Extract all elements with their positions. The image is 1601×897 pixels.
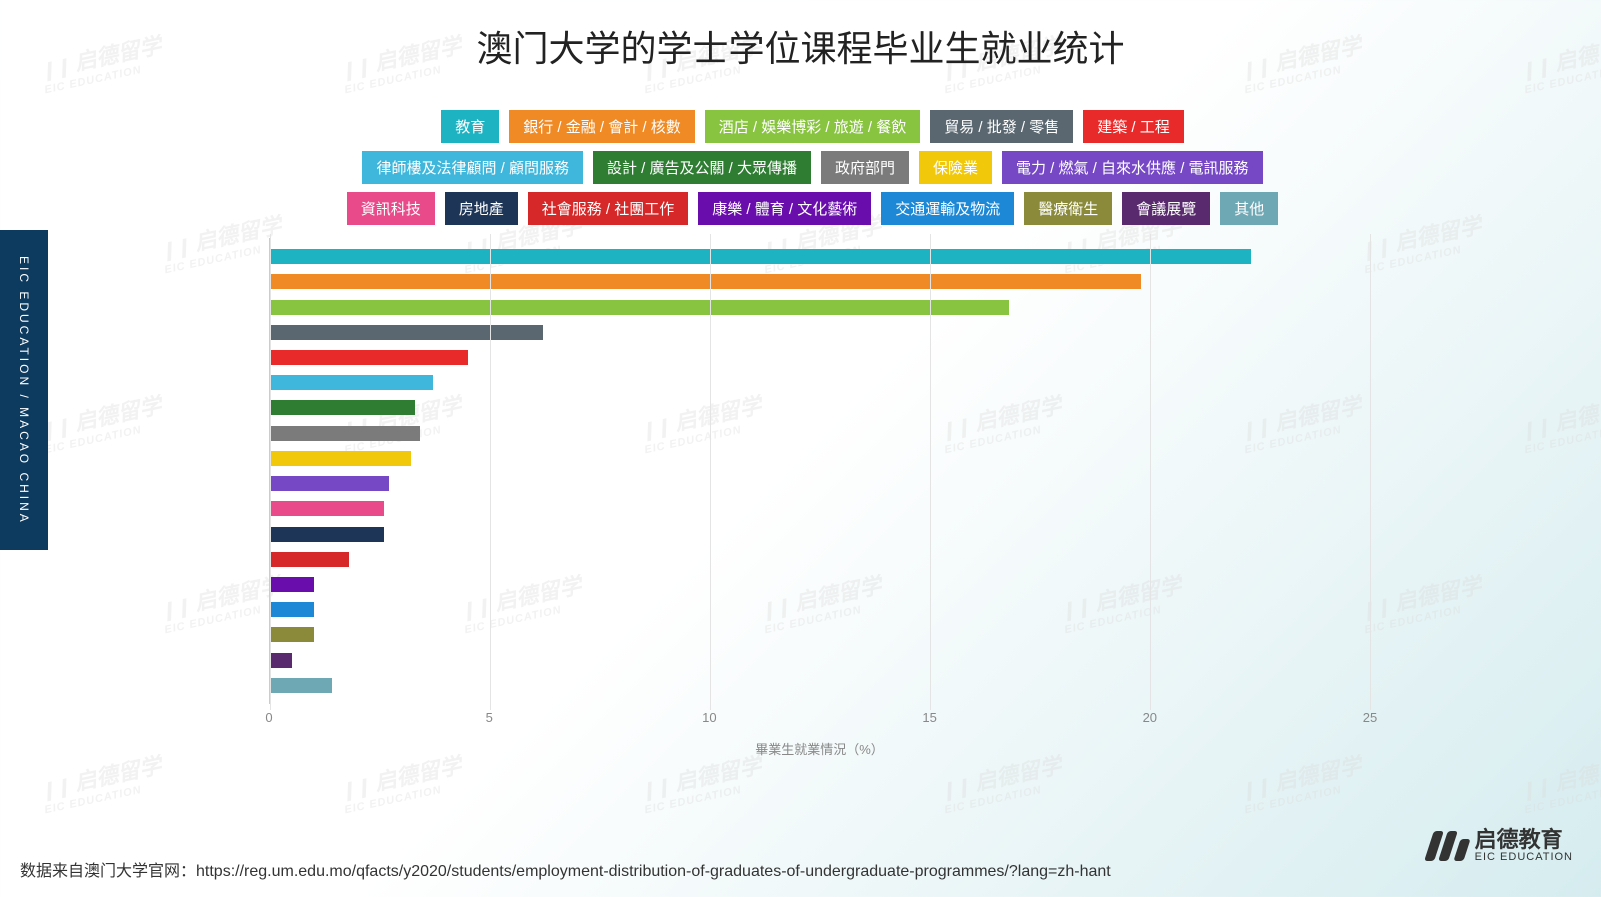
chart-bars (270, 238, 1370, 704)
x-tick: 5 (486, 710, 493, 725)
legend-item[interactable]: 其他 (1220, 192, 1278, 225)
page-title: 澳门大学的学士学位课程毕业生就业统计 (0, 20, 1601, 72)
gridline (490, 234, 491, 710)
x-axis-ticks: 0510152025 (269, 710, 1370, 730)
legend-row: 律師樓及法律顧問 / 顧問服務設計 / 廣告及公關 / 大眾傳播政府部門保險業電… (255, 151, 1370, 184)
x-axis-label: 畢業生就業情況（%） (269, 739, 1370, 758)
bar[interactable] (270, 325, 543, 340)
employment-bar-chart: 0510152025 畢業生就業情況（%） (255, 238, 1370, 768)
bar[interactable] (270, 350, 468, 365)
data-source-footer: 数据来自澳门大学官网：https://reg.um.edu.mo/qfacts/… (20, 857, 1111, 881)
side-brand-tab: EIC EDUCATION / MACAO CHINA (0, 230, 48, 550)
legend-item[interactable]: 房地產 (445, 192, 518, 225)
x-tick: 15 (922, 710, 936, 725)
bar[interactable] (270, 375, 433, 390)
x-tick: 25 (1363, 710, 1377, 725)
legend-item[interactable]: 設計 / 廣告及公關 / 大眾傳播 (593, 151, 811, 184)
bar[interactable] (270, 577, 314, 592)
legend-item[interactable]: 康樂 / 體育 / 文化藝術 (698, 192, 871, 225)
bar[interactable] (270, 678, 332, 693)
legend-item[interactable]: 教育 (441, 110, 499, 143)
legend-item[interactable]: 保險業 (919, 151, 992, 184)
x-tick: 20 (1143, 710, 1157, 725)
legend-item[interactable]: 銀行 / 金融 / 會計 / 核數 (509, 110, 695, 143)
bar[interactable] (270, 627, 314, 642)
logo-cn: 启德教育 (1475, 829, 1573, 851)
gridline (930, 234, 931, 710)
eic-logo-text: 启德教育 EIC EDUCATION (1475, 829, 1573, 863)
bar[interactable] (270, 476, 389, 491)
bar[interactable] (270, 501, 384, 516)
legend-item[interactable]: 建築 / 工程 (1083, 110, 1184, 143)
legend-item[interactable]: 社會服務 / 社團工作 (528, 192, 689, 225)
legend-item[interactable]: 酒店 / 娛樂博彩 / 旅遊 / 餐飲 (705, 110, 921, 143)
legend-item[interactable]: 貿易 / 批發 / 零售 (930, 110, 1073, 143)
x-tick: 0 (265, 710, 272, 725)
gridline (1370, 234, 1371, 710)
watermark: ❙❙ 启德留学EIC EDUCATION (1357, 208, 1487, 277)
legend-item[interactable]: 電力 / 燃氣 / 自來水供應 / 電訊服務 (1002, 151, 1263, 184)
watermark: ❙❙ 启德留学EIC EDUCATION (37, 748, 167, 817)
bar[interactable] (270, 249, 1251, 264)
chart-plot (269, 238, 1370, 704)
eic-logo-icon (1423, 825, 1465, 867)
gridline (710, 234, 711, 710)
bar[interactable] (270, 400, 415, 415)
bar[interactable] (270, 602, 314, 617)
legend-row: 教育銀行 / 金融 / 會計 / 核數酒店 / 娛樂博彩 / 旅遊 / 餐飲貿易… (255, 110, 1370, 143)
legend-item[interactable]: 政府部門 (821, 151, 909, 184)
bar[interactable] (270, 274, 1141, 289)
watermark: ❙❙ 启德留学EIC EDUCATION (1517, 748, 1601, 817)
gridline (1150, 234, 1151, 710)
bar[interactable] (270, 300, 1009, 315)
chart-legend: 教育銀行 / 金融 / 會計 / 核數酒店 / 娛樂博彩 / 旅遊 / 餐飲貿易… (255, 110, 1370, 225)
legend-item[interactable]: 會議展覽 (1122, 192, 1210, 225)
x-tick: 10 (702, 710, 716, 725)
watermark: ❙❙ 启德留学EIC EDUCATION (37, 388, 167, 457)
eic-logo: 启德教育 EIC EDUCATION (1423, 825, 1573, 867)
gridline (270, 234, 271, 710)
legend-item[interactable]: 交通運輸及物流 (881, 192, 1014, 225)
watermark: ❙❙ 启德留学EIC EDUCATION (1357, 568, 1487, 637)
bar[interactable] (270, 552, 349, 567)
legend-item[interactable]: 律師樓及法律顧問 / 顧問服務 (362, 151, 583, 184)
bar[interactable] (270, 451, 411, 466)
bar[interactable] (270, 527, 384, 542)
bar[interactable] (270, 653, 292, 668)
legend-item[interactable]: 醫療衛生 (1024, 192, 1112, 225)
logo-en: EIC EDUCATION (1475, 851, 1573, 863)
legend-row: 資訊科技房地產社會服務 / 社團工作康樂 / 體育 / 文化藝術交通運輸及物流醫… (255, 192, 1370, 225)
bar[interactable] (270, 426, 420, 441)
legend-item[interactable]: 資訊科技 (347, 192, 435, 225)
watermark: ❙❙ 启德留学EIC EDUCATION (1517, 388, 1601, 457)
